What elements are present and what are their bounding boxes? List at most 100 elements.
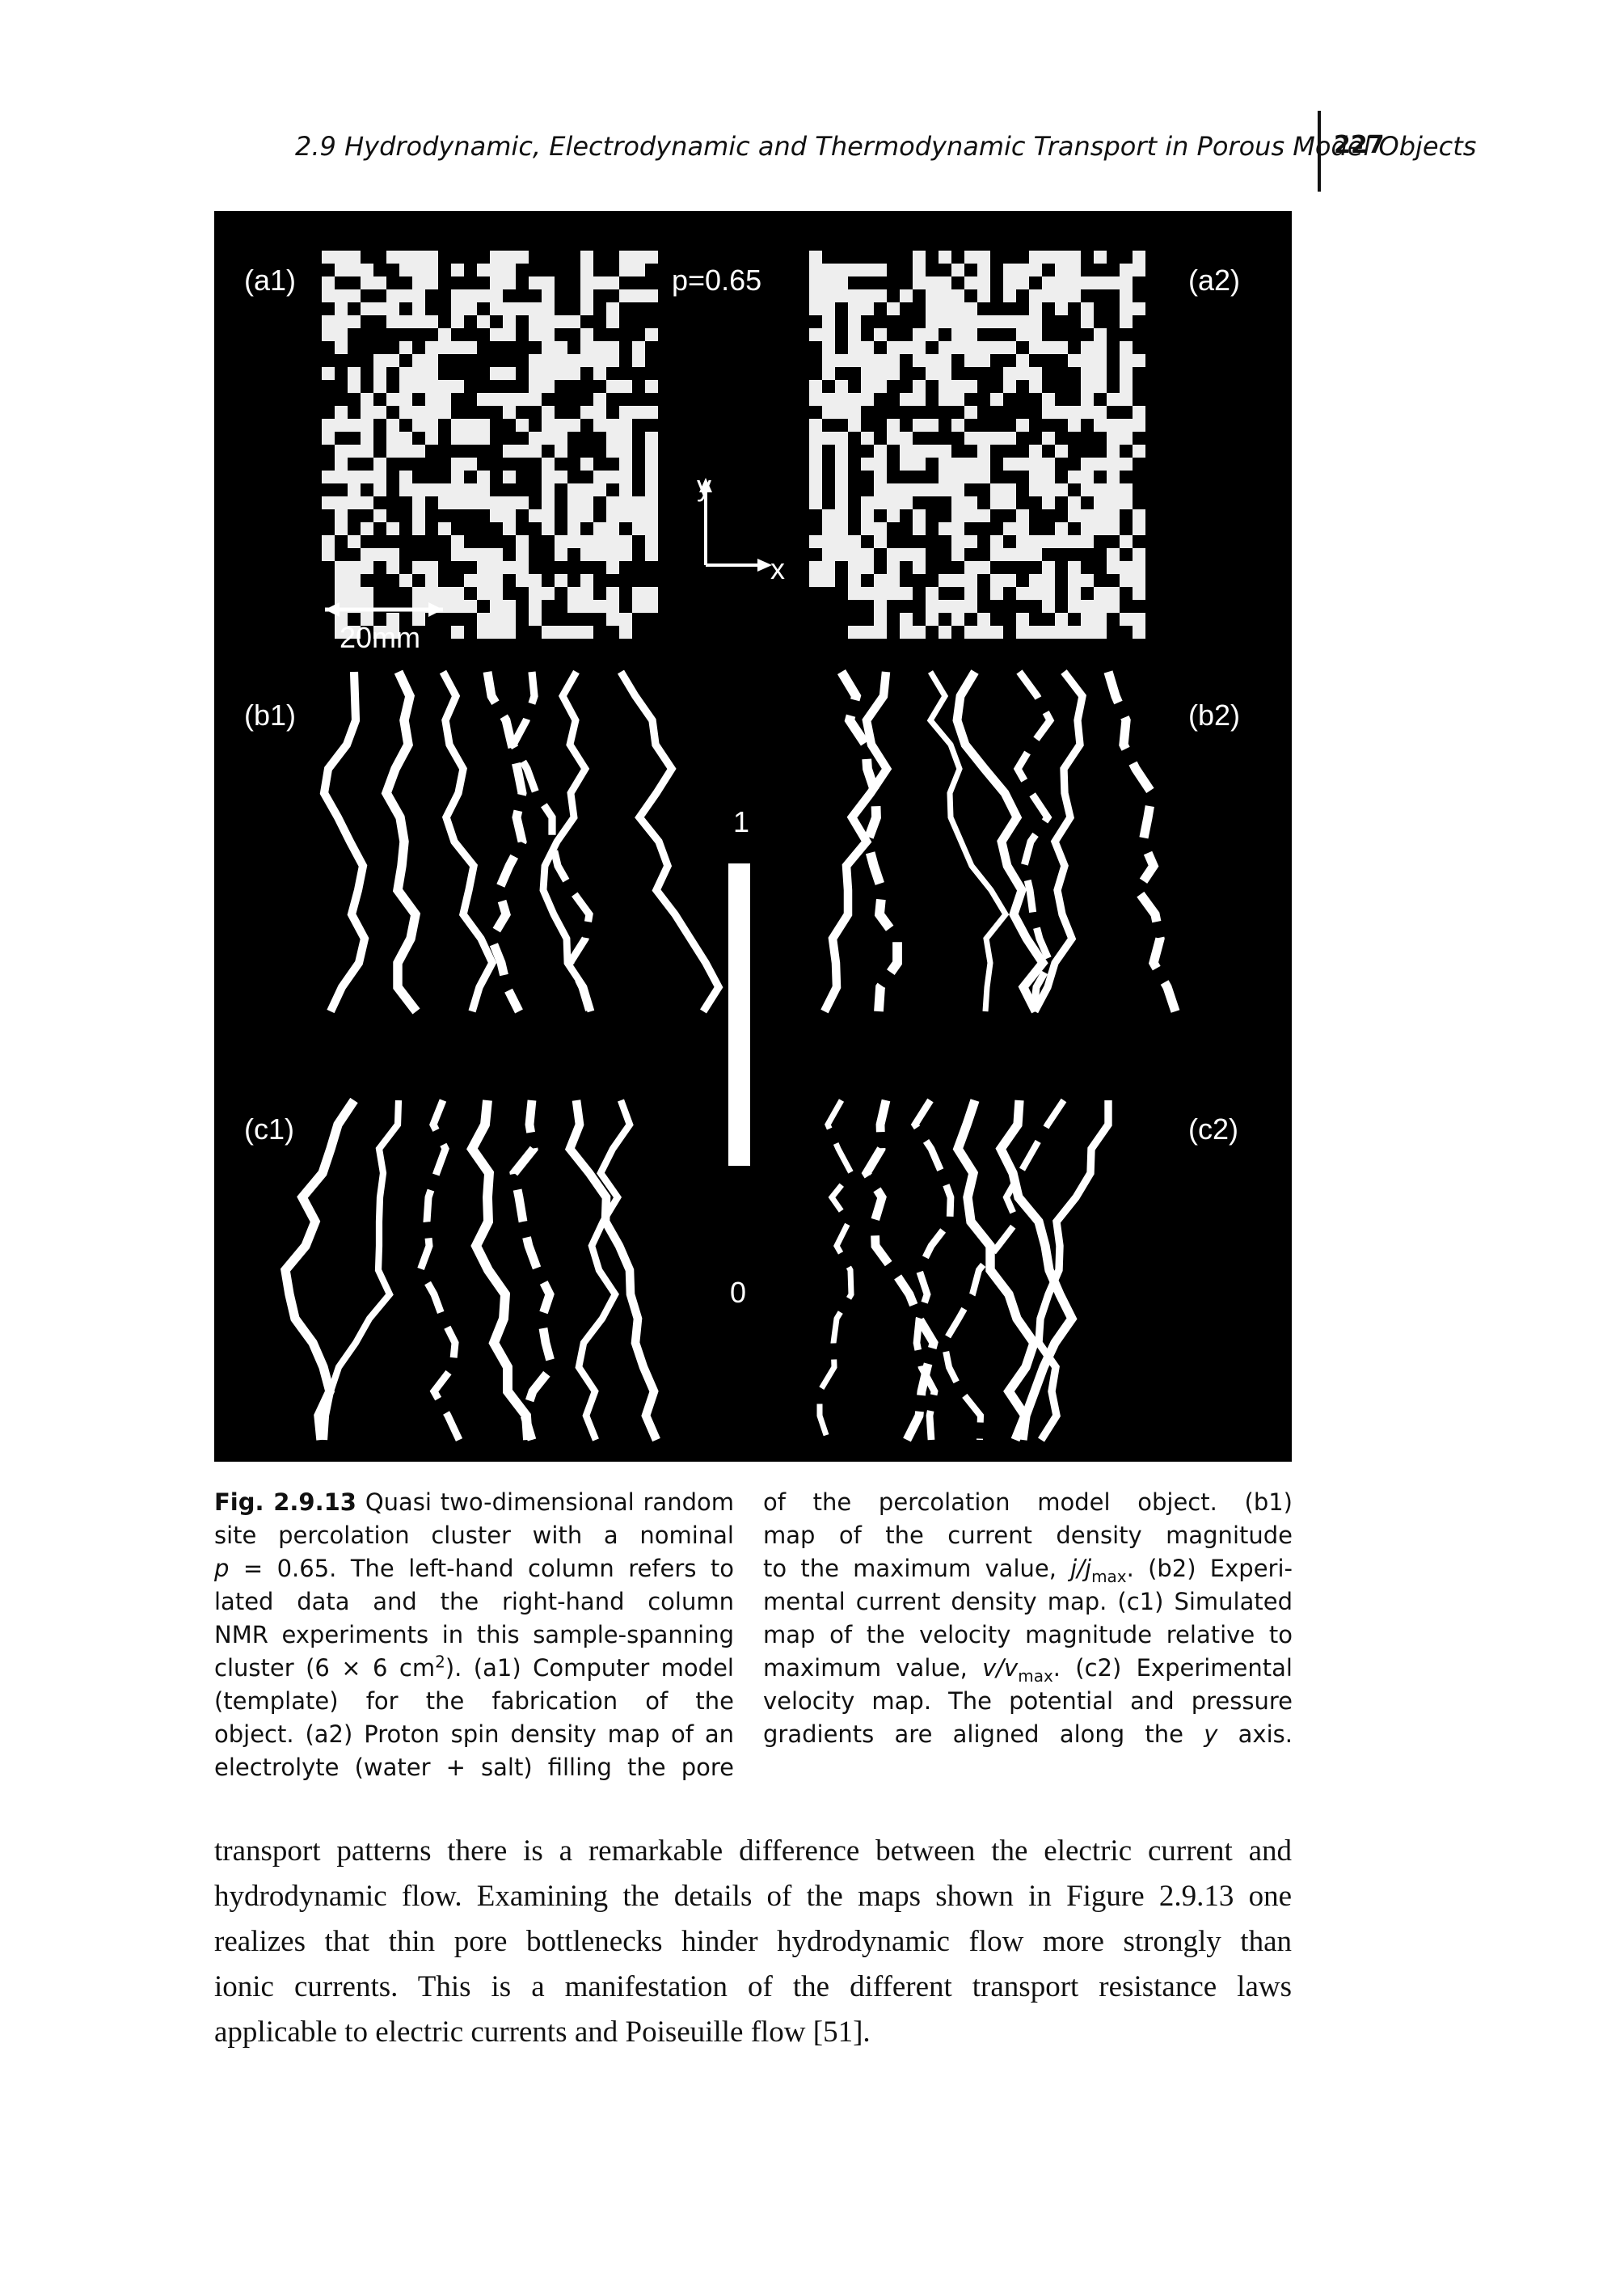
caption-text: y <box>1204 1720 1218 1748</box>
texture <box>1120 561 1133 574</box>
texture <box>619 264 632 276</box>
texture <box>645 522 658 535</box>
texture <box>399 393 412 406</box>
axis-label: y <box>697 469 711 502</box>
texture <box>1016 613 1029 626</box>
texture <box>567 354 580 367</box>
texture <box>567 509 580 522</box>
texture <box>835 276 848 289</box>
texture <box>1094 496 1107 509</box>
texture <box>809 251 822 264</box>
texture <box>477 548 490 561</box>
texture <box>1081 535 1094 548</box>
texture <box>835 522 848 535</box>
texture <box>926 483 939 496</box>
texture <box>951 600 964 613</box>
texture <box>977 276 990 289</box>
texture <box>322 471 335 483</box>
texture <box>335 458 348 471</box>
texture <box>822 276 835 289</box>
texture <box>361 548 373 561</box>
texture <box>593 354 606 367</box>
texture <box>529 328 542 341</box>
texture <box>567 535 580 548</box>
texture <box>951 341 964 354</box>
caption-text: Quasi two-dimensional random <box>356 1488 734 1516</box>
texture <box>412 509 425 522</box>
texture <box>1094 600 1107 613</box>
texture <box>1068 561 1081 574</box>
texture <box>1042 496 1055 509</box>
texture <box>322 432 335 445</box>
texture <box>477 264 490 276</box>
texture <box>619 626 632 639</box>
texture <box>542 458 555 471</box>
texture <box>951 264 964 276</box>
texture <box>1029 626 1042 639</box>
texture <box>373 406 386 419</box>
texture <box>542 276 555 289</box>
texture <box>516 393 529 406</box>
texture <box>952 669 1048 1014</box>
texture <box>606 471 619 483</box>
texture <box>874 380 887 393</box>
texture <box>861 587 874 600</box>
texture <box>477 483 490 496</box>
texture <box>1042 535 1055 548</box>
texture <box>361 406 373 419</box>
texture <box>567 587 580 600</box>
caption-line: velocity map. The potential and pressure <box>763 1685 1293 1718</box>
caption-line: (template) for the fabrication of the pe… <box>214 1685 734 1718</box>
caption-text: maximum value, <box>763 1654 983 1682</box>
texture <box>900 548 913 561</box>
texture <box>1094 406 1107 419</box>
texture <box>1094 354 1107 367</box>
texture <box>926 302 939 315</box>
texture <box>335 587 348 600</box>
texture <box>995 1100 1078 1441</box>
texture <box>580 276 593 289</box>
texture <box>939 471 951 483</box>
texture <box>542 509 555 522</box>
texture <box>1003 432 1016 445</box>
texture <box>490 600 503 613</box>
texture <box>1029 458 1042 471</box>
texture <box>490 496 503 509</box>
texture <box>887 548 900 561</box>
texture <box>606 522 619 535</box>
texture <box>529 613 542 626</box>
caption-text: of the percolation model object. (b1) Si… <box>763 1488 1293 1516</box>
texture <box>1068 406 1081 419</box>
texture <box>913 561 926 574</box>
texture <box>990 432 1003 445</box>
caption-line: of the percolation model object. (b1) Si… <box>763 1486 1293 1519</box>
texture <box>939 522 951 535</box>
texture <box>977 458 990 471</box>
texture <box>951 419 964 432</box>
texture <box>809 471 822 483</box>
texture <box>555 341 567 354</box>
texture <box>348 483 361 496</box>
texture <box>529 315 542 328</box>
texture <box>1094 251 1107 264</box>
texture <box>580 328 593 341</box>
texture <box>361 522 373 535</box>
texture <box>412 276 425 289</box>
texture <box>1042 561 1055 574</box>
texture <box>1042 393 1055 406</box>
texture <box>1003 341 1016 354</box>
texture <box>477 393 490 406</box>
texture <box>1107 548 1120 561</box>
texture <box>1081 276 1094 289</box>
texture <box>1003 276 1016 289</box>
texture <box>386 289 399 302</box>
texture <box>887 432 900 445</box>
texture <box>1094 419 1107 432</box>
texture <box>1055 406 1068 419</box>
texture <box>951 458 964 471</box>
texture <box>1094 509 1107 522</box>
texture <box>1029 445 1042 458</box>
texture <box>900 432 913 445</box>
texture <box>951 471 964 483</box>
texture <box>580 548 593 561</box>
